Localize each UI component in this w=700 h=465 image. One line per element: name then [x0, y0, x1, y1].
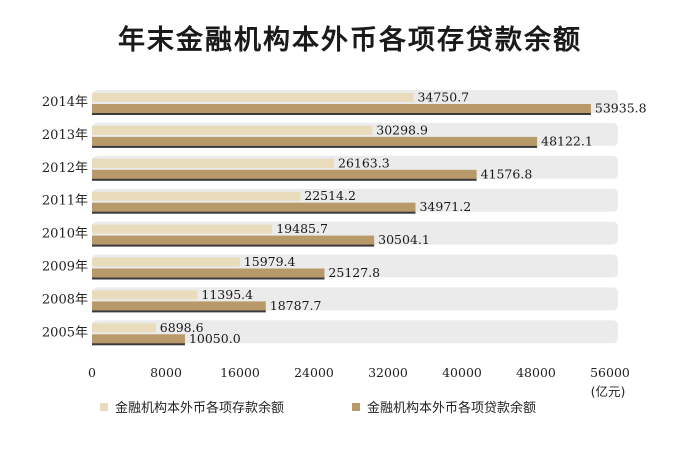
chart-legend: 金融机构本外币各项存款余额 金融机构本外币各项贷款余额 [0, 397, 700, 419]
category-label: 2011年 [42, 194, 88, 209]
x-tick-label: 32000 [368, 365, 408, 380]
bar-shadow [92, 177, 477, 181]
bar-shadow [92, 144, 538, 148]
deposit-bar [92, 158, 335, 168]
row-band [92, 320, 618, 344]
bar-shadow [92, 342, 185, 346]
deposit-value-label: 22514.2 [304, 188, 356, 203]
loan-bar [92, 268, 325, 278]
deposit-bar [92, 323, 156, 333]
loan-bar [92, 235, 375, 245]
x-tick-label: 0 [88, 365, 96, 380]
category-label: 2008年 [42, 292, 88, 307]
loan-value-label: 48122.1 [541, 133, 593, 148]
bar-shadow [92, 243, 375, 247]
loan-bar [92, 169, 477, 179]
legend-label-deposits: 金融机构本外币各项存款余额 [115, 401, 285, 416]
category-label: 2009年 [42, 260, 88, 275]
bar-shadow [92, 276, 325, 280]
deposit-value-label: 11395.4 [201, 287, 253, 302]
deposit-value-label: 34750.7 [417, 90, 469, 105]
loan-bar [92, 301, 266, 311]
loan-bar [92, 202, 416, 212]
legend-item-loans: 金融机构本外币各项贷款余额 [352, 397, 536, 416]
chart-title: 年末金融机构本外币各项存贷款余额 [118, 25, 582, 56]
x-axis-unit-label: (亿元) [591, 384, 626, 399]
loan-value-label: 41576.8 [481, 166, 533, 181]
category-label: 2005年 [42, 325, 88, 340]
deposit-bar [92, 125, 373, 135]
x-tick-label: 48000 [516, 365, 556, 380]
deposit-bar [92, 93, 414, 102]
category-label: 2012年 [42, 161, 88, 176]
deposit-bar [92, 257, 240, 267]
x-tick-label: 8000 [150, 365, 182, 380]
x-tick-label: 40000 [442, 365, 482, 380]
x-tick-label: 56000 [590, 365, 630, 380]
bar-shadow [92, 112, 591, 115]
category-label: 2014年 [42, 95, 88, 110]
loan-bar [92, 104, 591, 113]
deposit-bar [92, 191, 301, 201]
x-tick-label: 24000 [294, 365, 334, 380]
loan-value-label: 10050.0 [189, 331, 241, 346]
deposit-value-label: 19485.7 [276, 221, 328, 236]
bar-shadow [92, 210, 416, 214]
x-tick-label: 16000 [220, 365, 260, 380]
bar-shadow [92, 309, 266, 313]
deposit-value-label: 15979.4 [244, 254, 296, 269]
deposit-value-label: 30298.9 [376, 122, 428, 137]
loan-value-label: 25127.8 [328, 265, 380, 280]
legend-item-deposits: 金融机构本外币各项存款余额 [100, 397, 284, 416]
legend-swatch-loans [352, 402, 360, 411]
deposit-bar [92, 290, 198, 300]
loan-bar [92, 334, 185, 344]
deposit-value-label: 26163.3 [338, 155, 390, 170]
deposit-value-label: 6898.6 [160, 320, 204, 335]
loan-bar [92, 136, 538, 146]
category-label: 2010年 [42, 227, 88, 242]
loan-value-label: 30504.1 [378, 232, 430, 247]
loan-value-label: 18787.7 [270, 298, 322, 313]
loan-value-label: 34971.2 [419, 199, 471, 214]
loan-value-label: 53935.8 [595, 101, 647, 116]
legend-swatch-deposits [100, 402, 108, 411]
category-label: 2013年 [42, 128, 88, 143]
legend-label-loans: 金融机构本外币各项贷款余额 [367, 401, 537, 416]
deposit-bar [92, 224, 273, 234]
